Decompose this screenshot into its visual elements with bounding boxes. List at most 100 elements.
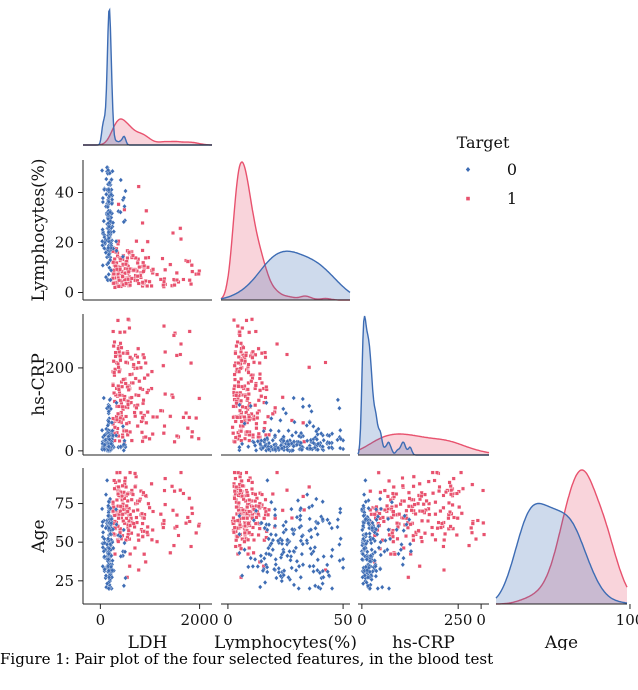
point-target-1 — [142, 516, 147, 521]
point-target-0 — [113, 238, 119, 245]
point-target-0 — [288, 557, 293, 563]
point-target-1 — [426, 479, 431, 484]
point-target-1 — [241, 516, 246, 521]
point-target-1 — [411, 533, 416, 538]
kde-fill-lymphocytes-target-1 — [221, 162, 350, 300]
point-target-1 — [239, 398, 244, 403]
point-target-0 — [312, 583, 318, 589]
point-target-1 — [259, 394, 264, 399]
point-target-0 — [401, 527, 406, 534]
point-target-0 — [106, 229, 111, 235]
point-target-1 — [150, 528, 155, 533]
point-target-1 — [387, 478, 392, 483]
point-target-1 — [246, 521, 251, 526]
point-target-1 — [185, 515, 190, 520]
point-target-0 — [363, 499, 369, 505]
point-target-1 — [145, 373, 150, 378]
point-target-0 — [257, 584, 263, 590]
point-target-0 — [266, 440, 272, 446]
point-target-1 — [400, 476, 405, 481]
point-target-1 — [128, 470, 133, 475]
point-target-0 — [262, 579, 268, 586]
point-target-0 — [246, 564, 251, 570]
point-target-1 — [232, 377, 237, 382]
point-target-0 — [265, 569, 270, 575]
point-target-1 — [253, 499, 258, 504]
point-target-0 — [369, 547, 374, 553]
point-target-1 — [256, 504, 261, 509]
point-target-1 — [136, 360, 141, 365]
point-target-1 — [260, 492, 265, 497]
point-target-1 — [117, 278, 122, 283]
point-target-0 — [122, 540, 127, 546]
point-target-0 — [307, 585, 312, 592]
point-target-0 — [273, 532, 279, 538]
point-target-0 — [385, 547, 390, 553]
point-target-1 — [241, 345, 246, 350]
point-target-1 — [114, 470, 119, 475]
point-target-1 — [134, 474, 139, 479]
point-target-0 — [368, 540, 374, 546]
point-target-1 — [181, 277, 186, 282]
point-target-1 — [176, 533, 181, 538]
point-target-0 — [320, 580, 325, 587]
point-target-0 — [308, 545, 313, 552]
point-target-0 — [401, 555, 406, 561]
point-target-1 — [111, 344, 116, 349]
point-target-1 — [111, 383, 116, 388]
point-target-0 — [272, 506, 278, 513]
point-target-1 — [118, 354, 123, 359]
point-target-1 — [234, 344, 239, 349]
point-target-0 — [329, 431, 335, 437]
point-target-1 — [161, 518, 166, 523]
point-target-0 — [299, 551, 305, 557]
point-target-1 — [140, 439, 145, 444]
point-target-1 — [251, 550, 256, 555]
point-target-0 — [109, 419, 115, 426]
point-target-1 — [143, 435, 148, 440]
point-target-1 — [411, 474, 416, 479]
point-target-0 — [268, 531, 274, 538]
point-target-0 — [272, 512, 278, 518]
point-target-1 — [246, 370, 251, 375]
point-target-1 — [440, 521, 445, 526]
point-target-0 — [106, 418, 111, 425]
point-target-0 — [373, 506, 379, 513]
point-target-0 — [272, 432, 278, 439]
point-target-1 — [390, 530, 395, 535]
point-target-0 — [118, 444, 123, 450]
point-target-1 — [417, 481, 422, 486]
point-target-1 — [118, 526, 123, 531]
point-target-1 — [121, 519, 126, 524]
point-target-0 — [298, 505, 304, 511]
point-target-1 — [263, 350, 268, 355]
point-target-0 — [378, 539, 383, 545]
point-target-0 — [110, 567, 115, 573]
point-target-1 — [133, 376, 138, 381]
point-target-1 — [136, 538, 141, 543]
point-target-1 — [112, 285, 117, 290]
point-target-0 — [242, 420, 247, 427]
point-target-1 — [155, 272, 160, 277]
point-target-1 — [134, 405, 139, 410]
point-target-1 — [475, 518, 480, 523]
point-target-1 — [131, 362, 136, 367]
point-target-1 — [172, 489, 177, 494]
point-target-0 — [121, 195, 127, 201]
point-target-1 — [247, 330, 252, 335]
point-target-1 — [449, 492, 454, 497]
point-target-0 — [360, 551, 366, 557]
point-target-0 — [262, 437, 267, 443]
point-target-1 — [234, 485, 239, 490]
point-target-1 — [239, 419, 244, 424]
point-target-1 — [390, 534, 395, 539]
point-target-1 — [161, 279, 166, 284]
point-target-0 — [259, 520, 264, 526]
point-target-1 — [133, 471, 138, 476]
x-tick-label: 0 — [96, 611, 106, 629]
point-target-0 — [242, 547, 247, 553]
point-target-0 — [100, 226, 105, 233]
point-target-1 — [160, 256, 165, 261]
point-target-1 — [111, 505, 116, 510]
point-target-0 — [367, 558, 373, 564]
